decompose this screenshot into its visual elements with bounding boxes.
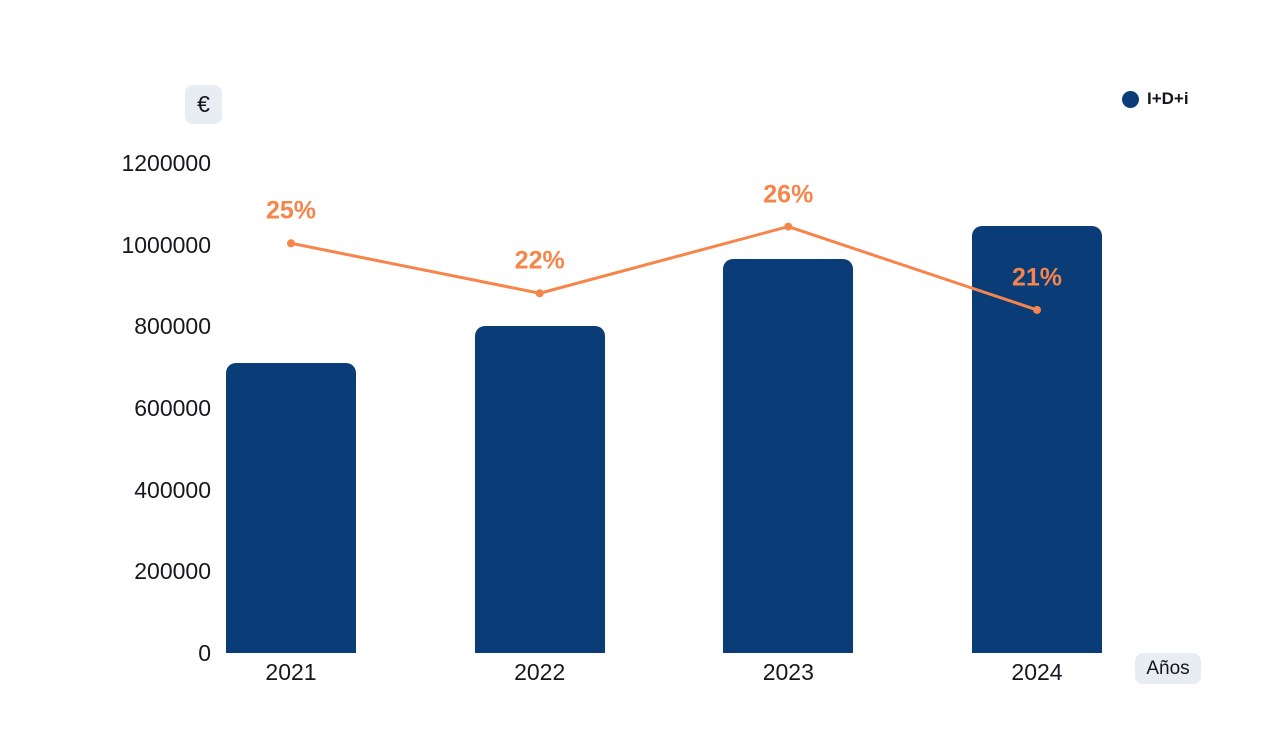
trend-point-2021	[287, 239, 295, 248]
percent-label-2021: 25%	[265, 196, 317, 225]
legend: I+D+i	[1122, 89, 1189, 109]
legend-item-idi[interactable]: I+D+i	[1147, 89, 1189, 108]
y-axis-tick-label: 800000	[134, 313, 211, 340]
y-axis-tick-label: 600000	[134, 395, 211, 421]
trend-line	[289, 225, 1039, 312]
y-axis-unit-badge: €	[185, 85, 222, 124]
legend-dot-icon[interactable]	[1122, 90, 1139, 108]
trend-point-2023	[784, 222, 793, 231]
y-axis-unit-label: €	[197, 91, 210, 117]
percent-label-2023: 26%	[763, 180, 814, 209]
bar-2023[interactable]	[723, 258, 854, 653]
percent-label-2024: 21%	[1011, 263, 1063, 292]
x-axis-tick-label-2024: 2024	[1011, 659, 1063, 685]
y-axis-tick-label: 1000000	[121, 231, 211, 258]
y-axis-tick-label: 1200000	[121, 150, 211, 176]
trend-point-2022	[535, 289, 544, 298]
bar-2021[interactable]	[226, 363, 356, 653]
x-axis-tick-label-2021: 2021	[265, 659, 317, 685]
percent-label-2022: 22%	[514, 246, 565, 275]
bar-2022[interactable]	[474, 326, 605, 653]
x-axis-tick-label-2023: 2023	[762, 659, 814, 685]
y-axis-tick-label: 0	[198, 640, 211, 666]
y-axis-tick-label: 400000	[134, 476, 211, 503]
x-axis-unit-label: Años	[1146, 657, 1190, 679]
y-axis-tick-label: 200000	[134, 558, 211, 585]
x-axis-unit-badge: Años	[1135, 653, 1201, 684]
x-axis-tick-label-2022: 2022	[514, 659, 566, 685]
